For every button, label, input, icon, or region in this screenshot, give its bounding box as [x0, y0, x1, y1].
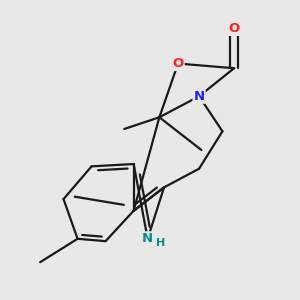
Text: O: O: [229, 22, 240, 35]
Text: N: N: [194, 90, 205, 103]
Text: O: O: [172, 57, 184, 70]
Text: H: H: [156, 238, 165, 248]
Text: N: N: [142, 232, 153, 245]
